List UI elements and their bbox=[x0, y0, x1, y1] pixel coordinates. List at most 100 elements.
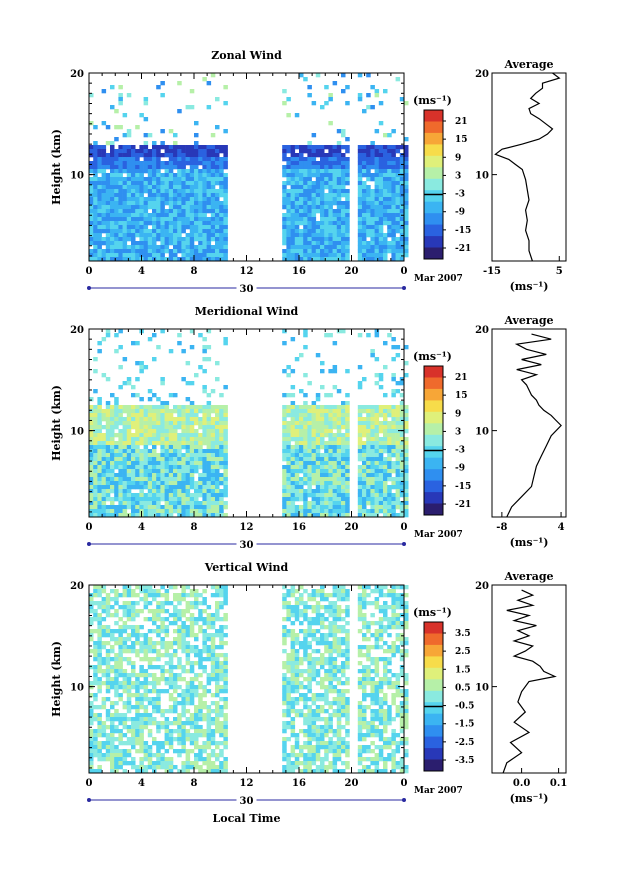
colorbar-tick-label: 9 bbox=[455, 153, 461, 163]
heatmap-cell bbox=[396, 381, 401, 385]
heatmap-cell bbox=[396, 197, 401, 201]
heatmap-cell bbox=[358, 213, 363, 217]
heatmap-cell bbox=[312, 413, 317, 417]
heatmap-cell bbox=[194, 689, 199, 693]
heatmap-cell bbox=[328, 417, 333, 421]
heatmap-cell bbox=[181, 481, 186, 485]
heatmap-cell bbox=[156, 693, 161, 697]
heatmap-cell bbox=[320, 501, 325, 505]
heatmap-cell bbox=[219, 473, 224, 477]
heatmap-cell bbox=[202, 493, 207, 497]
heatmap-cell bbox=[118, 593, 123, 597]
heatmap-cell bbox=[391, 485, 396, 489]
heatmap-cell bbox=[358, 229, 363, 233]
heatmap-cell bbox=[282, 453, 287, 457]
heatmap-cell bbox=[366, 93, 371, 97]
heatmap-cell bbox=[160, 433, 165, 437]
heatmap-cell bbox=[131, 461, 136, 465]
heatmap-cell bbox=[219, 249, 224, 253]
heatmap-cell bbox=[316, 445, 321, 449]
heatmap-cell bbox=[362, 109, 367, 113]
heatmap-cell bbox=[135, 721, 140, 725]
heatmap-cell bbox=[366, 405, 371, 409]
heatmap-cell bbox=[341, 477, 346, 481]
heatmap-cell bbox=[148, 233, 153, 237]
heatmap-cell bbox=[186, 433, 191, 437]
heatmap-cell bbox=[211, 637, 216, 641]
heatmap-cell bbox=[110, 473, 115, 477]
heatmap-cell bbox=[404, 413, 409, 417]
heatmap-cell bbox=[396, 229, 401, 233]
heatmap-cell bbox=[337, 249, 342, 253]
heatmap-cell bbox=[215, 685, 220, 689]
heatmap-cell bbox=[282, 497, 287, 501]
heatmap-cell bbox=[207, 433, 212, 437]
heatmap-cell bbox=[123, 717, 128, 721]
heatmap-cell bbox=[370, 241, 375, 245]
heatmap-cell bbox=[156, 489, 161, 493]
heatmap-cell bbox=[286, 497, 291, 501]
heatmap-cell bbox=[307, 505, 312, 509]
heatmap-cell bbox=[215, 605, 220, 609]
heatmap-cell bbox=[337, 185, 342, 189]
heatmap-cell bbox=[383, 145, 388, 149]
heatmap-cell bbox=[114, 197, 119, 201]
heatmap-cell bbox=[219, 461, 224, 465]
heatmap-cell bbox=[358, 93, 363, 97]
heatmap-cell bbox=[383, 417, 388, 421]
heatmap-cell bbox=[198, 697, 203, 701]
heatmap-cell bbox=[211, 233, 216, 237]
heatmap-cell bbox=[391, 237, 396, 241]
heatmap-cell bbox=[345, 189, 350, 193]
heatmap-cell bbox=[144, 725, 149, 729]
heatmap-cell bbox=[396, 405, 401, 409]
heatmap-cell bbox=[97, 477, 102, 481]
heatmap-cell bbox=[387, 169, 392, 173]
heatmap-cell bbox=[211, 481, 216, 485]
heatmap-cell bbox=[303, 481, 308, 485]
heatmap-cell bbox=[211, 701, 216, 705]
heatmap-cell bbox=[156, 437, 161, 441]
heatmap-cell bbox=[148, 413, 153, 417]
heatmap-cell bbox=[190, 193, 195, 197]
heatmap-cell bbox=[379, 413, 384, 417]
heatmap-cell bbox=[341, 201, 346, 205]
heatmap-cell bbox=[173, 469, 178, 473]
heatmap-cell bbox=[333, 145, 338, 149]
heatmap-cell bbox=[337, 445, 342, 449]
heatmap-cell bbox=[106, 225, 111, 229]
heatmap-cell bbox=[160, 185, 165, 189]
heatmap-cell bbox=[345, 421, 350, 425]
heatmap-cell bbox=[198, 453, 203, 457]
heatmap-cell bbox=[156, 409, 161, 413]
heatmap-cell bbox=[396, 145, 401, 149]
heatmap-cell bbox=[219, 405, 224, 409]
heatmap-cell bbox=[387, 433, 392, 437]
heatmap-cell bbox=[110, 197, 115, 201]
heatmap-cell bbox=[219, 633, 224, 637]
heatmap-cell bbox=[223, 469, 228, 473]
heatmap-cell bbox=[110, 217, 115, 221]
heatmap-cell bbox=[169, 229, 174, 233]
heatmap-cell bbox=[114, 737, 119, 741]
heatmap-cell bbox=[139, 201, 144, 205]
heatmap-cell bbox=[186, 669, 191, 673]
heatmap-cell bbox=[328, 465, 333, 469]
heatmap-cell bbox=[215, 197, 220, 201]
heatmap-cell bbox=[341, 481, 346, 485]
heatmap-cell bbox=[223, 633, 228, 637]
heatmap-cell bbox=[131, 469, 136, 473]
heatmap-cell bbox=[190, 669, 195, 673]
heatmap-cell bbox=[194, 713, 199, 717]
heatmap-cell bbox=[160, 721, 165, 725]
heatmap-cell bbox=[114, 157, 119, 161]
heatmap-cell bbox=[190, 161, 195, 165]
heatmap-cell bbox=[366, 249, 371, 253]
heatmap-cell bbox=[160, 245, 165, 249]
heatmap-cell bbox=[139, 757, 144, 761]
heatmap-cell bbox=[219, 217, 224, 221]
heatmap-cell bbox=[337, 221, 342, 225]
heatmap-cell bbox=[207, 429, 212, 433]
heatmap-cell bbox=[93, 185, 98, 189]
heatmap-cell bbox=[186, 585, 191, 589]
